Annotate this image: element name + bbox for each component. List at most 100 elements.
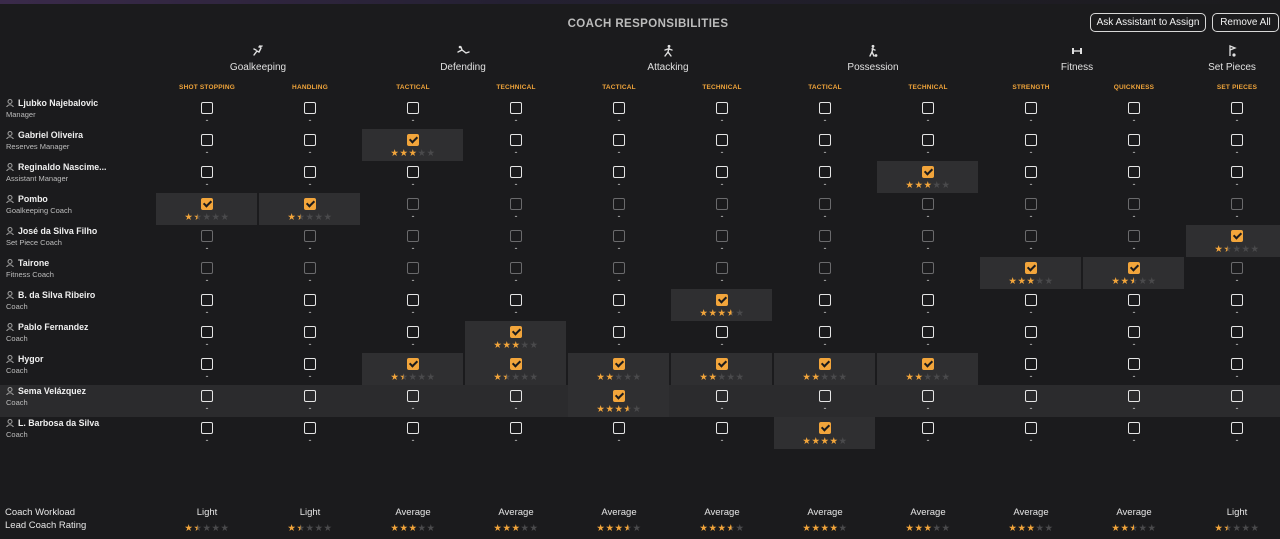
responsibility-checkbox[interactable] bbox=[304, 134, 316, 146]
responsibility-checkbox[interactable] bbox=[1025, 230, 1037, 242]
responsibility-checkbox[interactable] bbox=[613, 166, 625, 178]
coach-name[interactable]: Hygor bbox=[6, 354, 131, 364]
responsibility-checkbox[interactable] bbox=[201, 390, 213, 402]
coach-info[interactable]: B. da Silva Ribeiro Coach bbox=[6, 290, 131, 311]
responsibility-checkbox[interactable] bbox=[1025, 102, 1037, 114]
responsibility-checkbox[interactable] bbox=[922, 102, 934, 114]
coach-name[interactable]: Tairone bbox=[6, 258, 131, 268]
responsibility-checkbox[interactable] bbox=[922, 134, 934, 146]
responsibility-checkbox[interactable] bbox=[716, 102, 728, 114]
responsibility-checkbox[interactable] bbox=[1231, 230, 1243, 242]
responsibility-checkbox[interactable] bbox=[304, 230, 316, 242]
responsibility-checkbox[interactable] bbox=[922, 294, 934, 306]
responsibility-checkbox[interactable] bbox=[819, 198, 831, 210]
responsibility-checkbox[interactable] bbox=[716, 134, 728, 146]
responsibility-checkbox[interactable] bbox=[407, 294, 419, 306]
responsibility-checkbox[interactable] bbox=[510, 198, 522, 210]
responsibility-checkbox[interactable] bbox=[613, 326, 625, 338]
remove-all-button[interactable]: Remove All bbox=[1212, 13, 1279, 32]
ask-assistant-assign-button[interactable]: Ask Assistant to Assign bbox=[1090, 13, 1206, 32]
responsibility-checkbox[interactable] bbox=[201, 358, 213, 370]
responsibility-checkbox[interactable] bbox=[407, 422, 419, 434]
responsibility-checkbox[interactable] bbox=[201, 230, 213, 242]
responsibility-checkbox[interactable] bbox=[716, 262, 728, 274]
coach-name[interactable]: Sema Velázquez bbox=[6, 386, 131, 396]
responsibility-checkbox[interactable] bbox=[819, 390, 831, 402]
responsibility-checkbox[interactable] bbox=[304, 358, 316, 370]
responsibility-checkbox[interactable] bbox=[407, 326, 419, 338]
responsibility-checkbox[interactable] bbox=[819, 230, 831, 242]
responsibility-checkbox[interactable] bbox=[613, 358, 625, 370]
responsibility-checkbox[interactable] bbox=[1231, 422, 1243, 434]
responsibility-checkbox[interactable] bbox=[1231, 102, 1243, 114]
responsibility-checkbox[interactable] bbox=[304, 102, 316, 114]
responsibility-checkbox[interactable] bbox=[510, 166, 522, 178]
responsibility-checkbox[interactable] bbox=[922, 390, 934, 402]
responsibility-checkbox[interactable] bbox=[304, 390, 316, 402]
responsibility-checkbox[interactable] bbox=[510, 294, 522, 306]
responsibility-checkbox[interactable] bbox=[1025, 294, 1037, 306]
responsibility-checkbox[interactable] bbox=[1025, 198, 1037, 210]
coach-info[interactable]: Ljubko Najebalovic Manager bbox=[6, 98, 131, 119]
responsibility-checkbox[interactable] bbox=[407, 358, 419, 370]
responsibility-checkbox[interactable] bbox=[1128, 390, 1140, 402]
coach-info[interactable]: Pombo Goalkeeping Coach bbox=[6, 194, 131, 215]
responsibility-checkbox[interactable] bbox=[1231, 166, 1243, 178]
responsibility-checkbox[interactable] bbox=[1025, 358, 1037, 370]
responsibility-checkbox[interactable] bbox=[716, 390, 728, 402]
responsibility-checkbox[interactable] bbox=[1231, 390, 1243, 402]
responsibility-checkbox[interactable] bbox=[201, 262, 213, 274]
responsibility-checkbox[interactable] bbox=[922, 230, 934, 242]
coach-name[interactable]: Pombo bbox=[6, 194, 131, 204]
responsibility-checkbox[interactable] bbox=[819, 422, 831, 434]
responsibility-checkbox[interactable] bbox=[1128, 294, 1140, 306]
responsibility-checkbox[interactable] bbox=[407, 166, 419, 178]
responsibility-checkbox[interactable] bbox=[716, 422, 728, 434]
responsibility-checkbox[interactable] bbox=[1025, 166, 1037, 178]
responsibility-checkbox[interactable] bbox=[201, 326, 213, 338]
responsibility-checkbox[interactable] bbox=[819, 134, 831, 146]
responsibility-checkbox[interactable] bbox=[613, 294, 625, 306]
coach-name[interactable]: Reginaldo Nascime... bbox=[6, 162, 131, 172]
responsibility-checkbox[interactable] bbox=[819, 166, 831, 178]
responsibility-checkbox[interactable] bbox=[304, 422, 316, 434]
responsibility-checkbox[interactable] bbox=[1128, 422, 1140, 434]
responsibility-checkbox[interactable] bbox=[613, 390, 625, 402]
responsibility-checkbox[interactable] bbox=[1231, 262, 1243, 274]
responsibility-checkbox[interactable] bbox=[510, 422, 522, 434]
coach-info[interactable]: Gabriel Oliveira Reserves Manager bbox=[6, 130, 131, 151]
responsibility-checkbox[interactable] bbox=[304, 198, 316, 210]
responsibility-checkbox[interactable] bbox=[716, 198, 728, 210]
coach-name[interactable]: B. da Silva Ribeiro bbox=[6, 290, 131, 300]
responsibility-checkbox[interactable] bbox=[510, 326, 522, 338]
coach-info[interactable]: Pablo Fernandez Coach bbox=[6, 322, 131, 343]
responsibility-checkbox[interactable] bbox=[510, 358, 522, 370]
responsibility-checkbox[interactable] bbox=[407, 230, 419, 242]
responsibility-checkbox[interactable] bbox=[922, 326, 934, 338]
responsibility-checkbox[interactable] bbox=[1025, 326, 1037, 338]
coach-info[interactable]: L. Barbosa da Silva Coach bbox=[6, 418, 131, 439]
responsibility-checkbox[interactable] bbox=[716, 294, 728, 306]
responsibility-checkbox[interactable] bbox=[716, 166, 728, 178]
responsibility-checkbox[interactable] bbox=[613, 102, 625, 114]
responsibility-checkbox[interactable] bbox=[1231, 326, 1243, 338]
responsibility-checkbox[interactable] bbox=[407, 198, 419, 210]
responsibility-checkbox[interactable] bbox=[716, 358, 728, 370]
responsibility-checkbox[interactable] bbox=[201, 294, 213, 306]
coach-name[interactable]: L. Barbosa da Silva bbox=[6, 418, 131, 428]
coach-info[interactable]: Reginaldo Nascime... Assistant Manager bbox=[6, 162, 131, 183]
responsibility-checkbox[interactable] bbox=[1231, 198, 1243, 210]
responsibility-checkbox[interactable] bbox=[407, 134, 419, 146]
responsibility-checkbox[interactable] bbox=[613, 134, 625, 146]
coach-info[interactable]: Sema Velázquez Coach bbox=[6, 386, 131, 407]
responsibility-checkbox[interactable] bbox=[1128, 262, 1140, 274]
responsibility-checkbox[interactable] bbox=[201, 198, 213, 210]
coach-name[interactable]: Pablo Fernandez bbox=[6, 322, 131, 332]
responsibility-checkbox[interactable] bbox=[1231, 358, 1243, 370]
responsibility-checkbox[interactable] bbox=[1025, 422, 1037, 434]
responsibility-checkbox[interactable] bbox=[1128, 102, 1140, 114]
responsibility-checkbox[interactable] bbox=[304, 326, 316, 338]
responsibility-checkbox[interactable] bbox=[201, 422, 213, 434]
responsibility-checkbox[interactable] bbox=[613, 262, 625, 274]
responsibility-checkbox[interactable] bbox=[613, 230, 625, 242]
